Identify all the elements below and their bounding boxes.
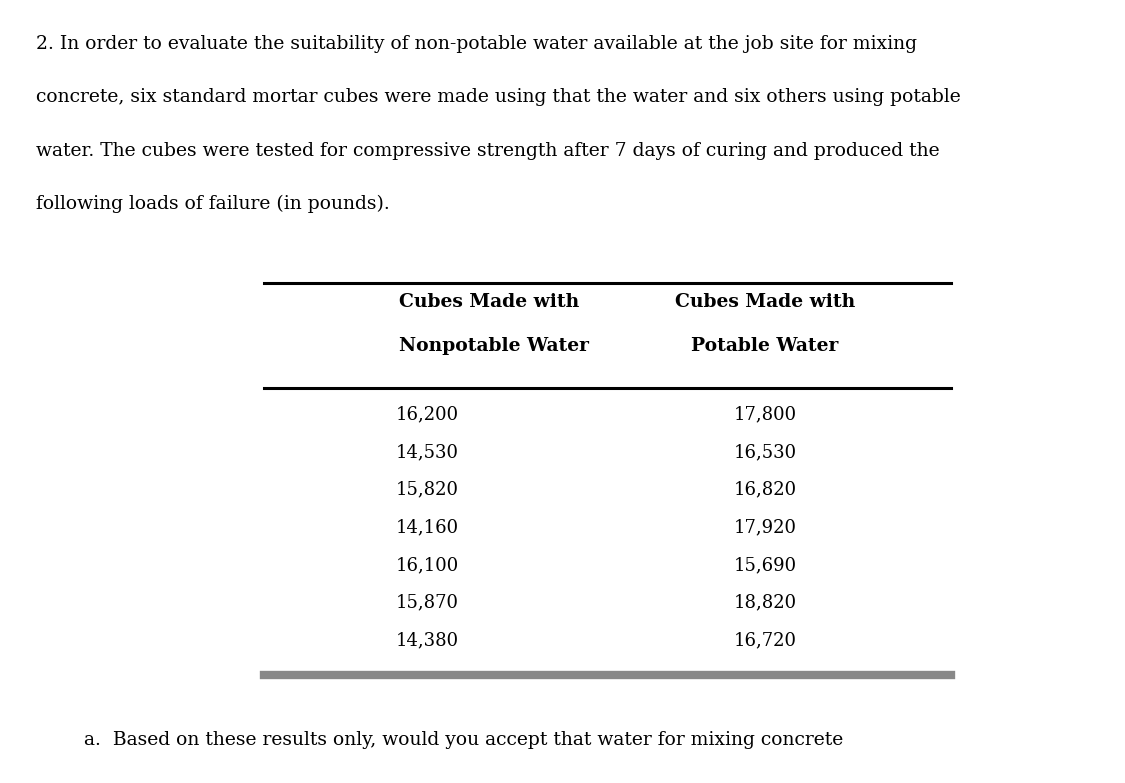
Text: 15,690: 15,690 bbox=[734, 556, 796, 574]
Text: 18,820: 18,820 bbox=[734, 594, 796, 612]
Text: water. The cubes were tested for compressive strength after 7 days of curing and: water. The cubes were tested for compres… bbox=[36, 142, 939, 160]
Text: 2. In order to evaluate the suitability of non-potable water available at the jo: 2. In order to evaluate the suitability … bbox=[36, 35, 917, 53]
Text: a.  Based on these results only, would you accept that water for mixing concrete: a. Based on these results only, would yo… bbox=[84, 731, 844, 749]
Text: Cubes Made with: Cubes Made with bbox=[675, 293, 855, 311]
Text: 16,720: 16,720 bbox=[734, 631, 796, 649]
Text: 15,870: 15,870 bbox=[396, 594, 459, 612]
Text: 14,160: 14,160 bbox=[396, 518, 459, 536]
Text: 17,920: 17,920 bbox=[734, 518, 796, 536]
Text: 16,530: 16,530 bbox=[734, 443, 796, 461]
Text: 16,820: 16,820 bbox=[734, 481, 796, 499]
Text: 15,820: 15,820 bbox=[396, 481, 459, 499]
Text: concrete, six standard mortar cubes were made using that the water and six other: concrete, six standard mortar cubes were… bbox=[36, 88, 961, 106]
Text: Cubes Made with: Cubes Made with bbox=[399, 293, 579, 311]
Text: Potable Water: Potable Water bbox=[691, 337, 839, 355]
Text: 14,530: 14,530 bbox=[396, 443, 459, 461]
Text: 16,100: 16,100 bbox=[396, 556, 459, 574]
Text: Nonpotable Water: Nonpotable Water bbox=[399, 337, 590, 355]
Text: following loads of failure (in pounds).: following loads of failure (in pounds). bbox=[36, 195, 389, 213]
Text: 17,800: 17,800 bbox=[734, 406, 796, 424]
Text: 16,200: 16,200 bbox=[396, 406, 459, 424]
Text: 14,380: 14,380 bbox=[396, 631, 459, 649]
